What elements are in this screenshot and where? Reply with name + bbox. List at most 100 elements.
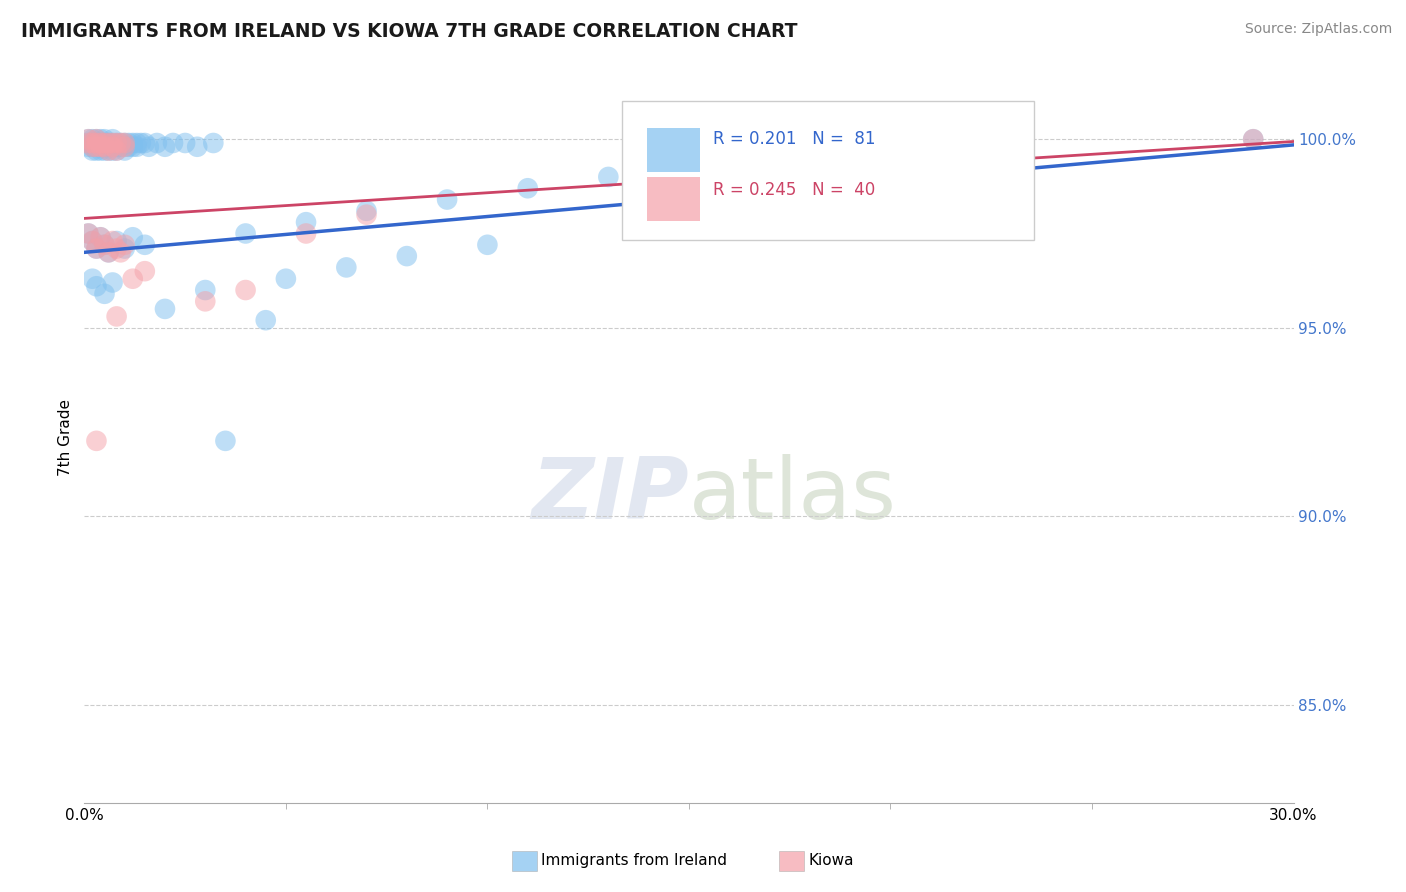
Point xyxy=(678,159,700,173)
Point xyxy=(118,140,141,154)
Point xyxy=(105,144,128,158)
Point xyxy=(758,151,780,165)
Point xyxy=(101,234,124,248)
Point xyxy=(295,227,318,241)
Point xyxy=(105,242,128,256)
Point xyxy=(114,140,136,154)
Point xyxy=(89,136,111,150)
Point xyxy=(82,234,104,248)
Point xyxy=(89,136,111,150)
Text: atlas: atlas xyxy=(689,454,897,537)
Point xyxy=(77,140,100,154)
Text: R = 0.201   N =  81: R = 0.201 N = 81 xyxy=(713,130,876,148)
Point xyxy=(125,136,148,150)
Point xyxy=(82,140,104,154)
Point xyxy=(101,140,124,154)
Point xyxy=(121,230,143,244)
Point xyxy=(93,132,115,146)
Point xyxy=(86,140,108,154)
Text: ZIP: ZIP xyxy=(531,454,689,537)
Point xyxy=(86,136,108,150)
Point xyxy=(295,215,318,229)
Point xyxy=(105,310,128,324)
FancyBboxPatch shape xyxy=(647,178,700,220)
Point xyxy=(1241,132,1264,146)
Point xyxy=(105,136,128,150)
Point xyxy=(114,140,136,154)
Point xyxy=(129,136,152,150)
Point xyxy=(86,136,108,150)
Point xyxy=(110,140,132,154)
Point xyxy=(162,136,184,150)
Point xyxy=(89,144,111,158)
Point xyxy=(86,279,108,293)
Point xyxy=(97,140,120,154)
Point xyxy=(110,136,132,150)
Point xyxy=(194,294,217,309)
Point xyxy=(110,136,132,150)
Point xyxy=(77,136,100,150)
Point xyxy=(101,132,124,146)
Point xyxy=(235,283,257,297)
Point xyxy=(82,144,104,158)
Point xyxy=(114,136,136,150)
Point xyxy=(174,136,197,150)
Point xyxy=(477,237,499,252)
Point xyxy=(93,140,115,154)
Point xyxy=(758,188,780,202)
Point xyxy=(105,136,128,150)
Point xyxy=(93,136,115,150)
Point xyxy=(274,271,297,285)
Point xyxy=(82,136,104,150)
Point xyxy=(114,237,136,252)
Point xyxy=(89,140,111,154)
Point xyxy=(105,144,128,158)
Point xyxy=(86,242,108,256)
Point xyxy=(89,140,111,154)
Point xyxy=(235,227,257,241)
Point xyxy=(97,245,120,260)
Point xyxy=(395,249,418,263)
Point xyxy=(153,140,176,154)
Point xyxy=(89,230,111,244)
Point xyxy=(110,245,132,260)
Point xyxy=(121,136,143,150)
Point xyxy=(77,227,100,241)
Point xyxy=(356,208,378,222)
Point xyxy=(89,230,111,244)
Point xyxy=(93,144,115,158)
Point xyxy=(138,140,160,154)
Point xyxy=(77,136,100,150)
Point xyxy=(436,193,458,207)
Point xyxy=(93,286,115,301)
Text: IMMIGRANTS FROM IRELAND VS KIOWA 7TH GRADE CORRELATION CHART: IMMIGRANTS FROM IRELAND VS KIOWA 7TH GRA… xyxy=(21,22,797,41)
Point xyxy=(254,313,277,327)
Point xyxy=(86,242,108,256)
Point xyxy=(82,140,104,154)
FancyBboxPatch shape xyxy=(647,128,700,171)
Point xyxy=(93,237,115,252)
Point xyxy=(77,132,100,146)
Point xyxy=(101,136,124,150)
Text: Kiowa: Kiowa xyxy=(808,854,853,868)
Point xyxy=(97,136,120,150)
Point xyxy=(101,276,124,290)
Point xyxy=(153,301,176,316)
Point xyxy=(134,264,156,278)
Point xyxy=(118,136,141,150)
Point xyxy=(77,227,100,241)
Point xyxy=(121,140,143,154)
Point xyxy=(97,144,120,158)
Point xyxy=(86,144,108,158)
Point xyxy=(214,434,236,448)
Text: R = 0.245   N =  40: R = 0.245 N = 40 xyxy=(713,181,876,199)
Point xyxy=(86,434,108,448)
Point xyxy=(121,271,143,285)
Point xyxy=(86,132,108,146)
Point xyxy=(1241,132,1264,146)
Point xyxy=(82,132,104,146)
Point xyxy=(97,144,120,158)
Point xyxy=(186,140,208,154)
Point xyxy=(114,144,136,158)
Point xyxy=(93,237,115,252)
